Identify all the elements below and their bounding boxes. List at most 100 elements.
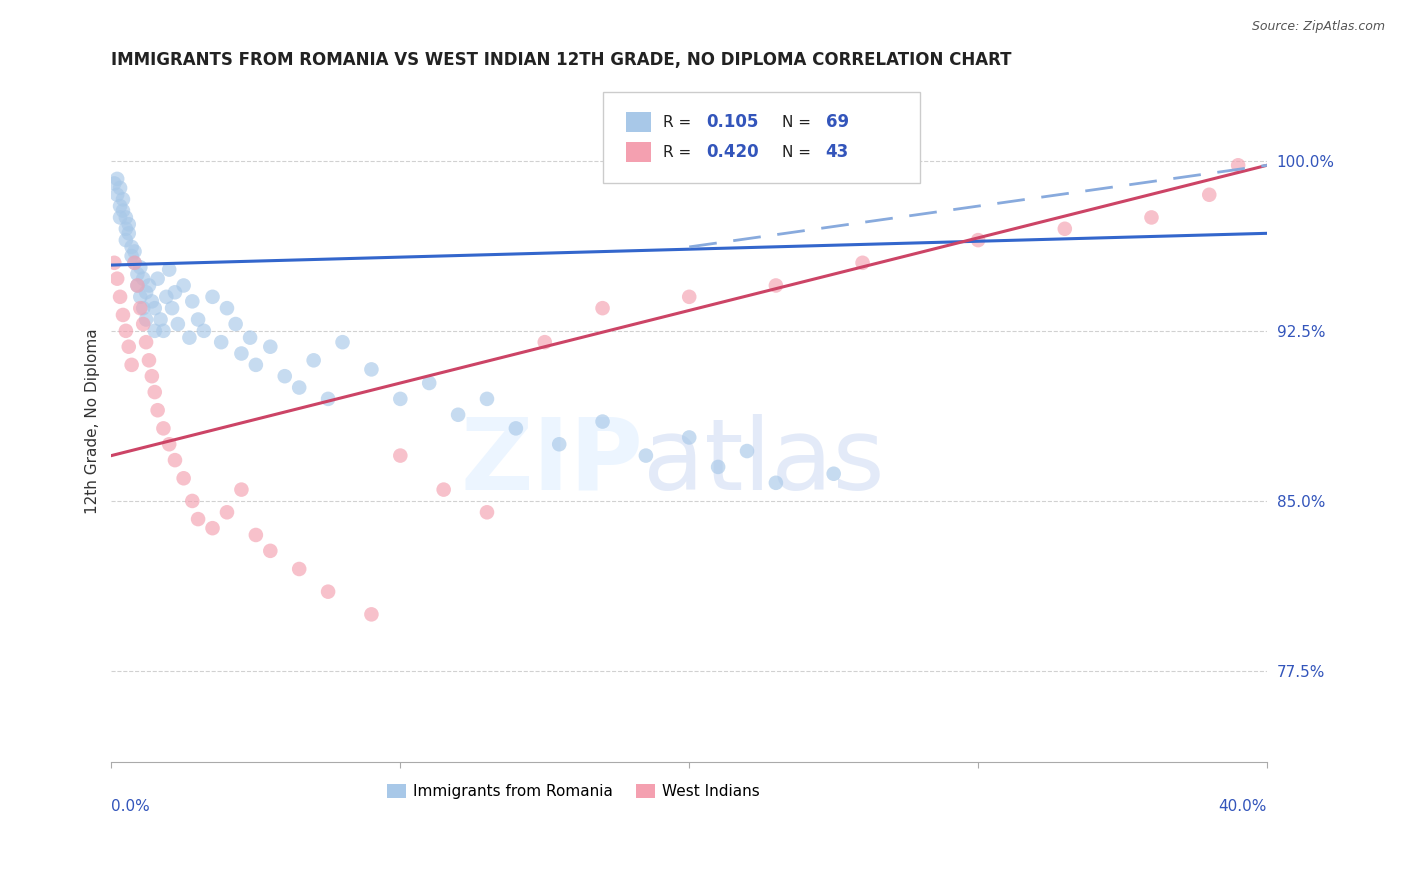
Point [115, 233, 138, 247]
Point [360, 362, 382, 376]
Point [1198, 187, 1220, 202]
Point [215, 301, 238, 315]
Legend: Immigrants from Romania, West Indians: Immigrants from Romania, West Indians [381, 778, 766, 805]
Point [179, 331, 201, 345]
FancyBboxPatch shape [626, 112, 651, 132]
Point [1140, 211, 1163, 225]
Point [135, 285, 157, 300]
Point [160, 301, 183, 315]
Point [129, 301, 152, 315]
Point [146, 403, 169, 417]
Point [118, 227, 141, 241]
Point [132, 301, 155, 315]
Point [124, 244, 146, 259]
Point [360, 607, 382, 622]
Point [111, 192, 134, 206]
Point [187, 512, 209, 526]
Point [108, 290, 131, 304]
Point [418, 376, 440, 390]
Point [288, 380, 311, 394]
Point [259, 544, 281, 558]
Point [118, 340, 141, 354]
Point [475, 505, 498, 519]
Point [138, 278, 160, 293]
Point [129, 260, 152, 275]
Point [167, 317, 190, 331]
Point [121, 358, 143, 372]
Point [157, 437, 180, 451]
Point [135, 335, 157, 350]
Point [152, 324, 174, 338]
Point [239, 331, 262, 345]
Point [111, 203, 134, 218]
Text: N =: N = [782, 115, 815, 129]
Point [173, 278, 195, 293]
Point [157, 262, 180, 277]
Point [967, 233, 990, 247]
Point [735, 444, 758, 458]
Point [127, 278, 149, 293]
Point [155, 290, 177, 304]
Point [475, 392, 498, 406]
Text: 0.105: 0.105 [707, 113, 759, 131]
Point [187, 312, 209, 326]
Text: R =: R = [662, 115, 696, 129]
Point [678, 430, 700, 444]
Point [389, 392, 412, 406]
Point [135, 312, 157, 326]
Point [302, 353, 325, 368]
Point [138, 353, 160, 368]
Point [127, 267, 149, 281]
Point [592, 415, 614, 429]
Point [231, 346, 253, 360]
Point [592, 301, 614, 315]
Point [132, 317, 155, 331]
Point [115, 324, 138, 338]
Point [505, 421, 527, 435]
Point [108, 181, 131, 195]
Point [707, 459, 730, 474]
Point [149, 312, 172, 326]
Point [851, 256, 873, 270]
Point [121, 240, 143, 254]
Point [108, 211, 131, 225]
Point [433, 483, 456, 497]
Point [181, 494, 204, 508]
Point [108, 199, 131, 213]
Point [316, 392, 339, 406]
Text: 0.420: 0.420 [707, 143, 759, 161]
FancyBboxPatch shape [626, 142, 651, 162]
Point [163, 285, 186, 300]
Text: atlas: atlas [643, 414, 884, 511]
Point [548, 437, 571, 451]
Point [152, 421, 174, 435]
Point [259, 340, 281, 354]
Text: 0.0%: 0.0% [111, 799, 150, 814]
Point [231, 483, 253, 497]
Point [127, 278, 149, 293]
Point [129, 290, 152, 304]
Point [215, 505, 238, 519]
Point [163, 453, 186, 467]
Text: ZIP: ZIP [460, 414, 643, 511]
Point [146, 271, 169, 285]
Point [678, 290, 700, 304]
Point [143, 385, 166, 400]
Point [201, 521, 224, 535]
Y-axis label: 12th Grade, No Diploma: 12th Grade, No Diploma [86, 329, 100, 515]
Text: 69: 69 [825, 113, 849, 131]
Point [533, 335, 555, 350]
Point [316, 584, 339, 599]
Point [143, 324, 166, 338]
Point [105, 271, 128, 285]
Point [173, 471, 195, 485]
Point [225, 317, 247, 331]
Text: N =: N = [782, 145, 815, 160]
Point [245, 358, 267, 372]
Text: 43: 43 [825, 143, 849, 161]
Point [274, 369, 297, 384]
Point [245, 528, 267, 542]
Text: R =: R = [662, 145, 696, 160]
Point [121, 249, 143, 263]
Point [1053, 221, 1076, 235]
